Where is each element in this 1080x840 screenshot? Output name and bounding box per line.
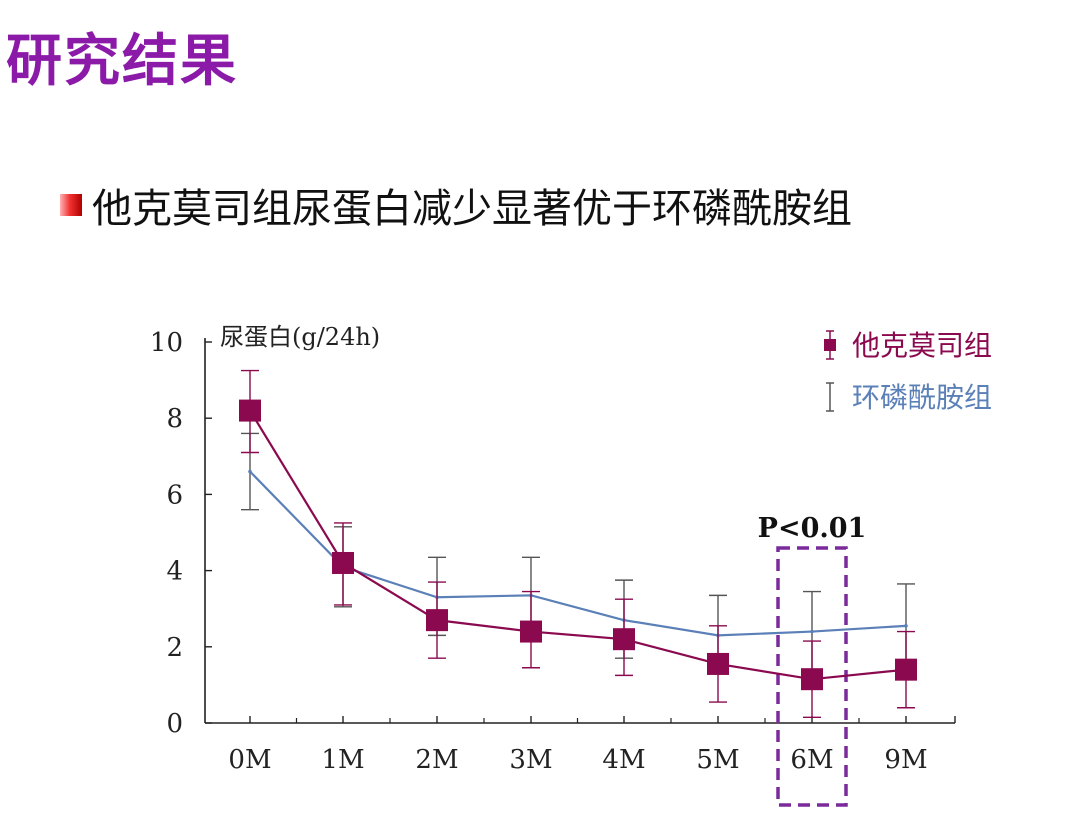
y-tick-label: 2 <box>166 633 183 663</box>
legend-label: 环磷酰胺组 <box>852 381 992 414</box>
x-tick-label: 0M <box>228 745 271 775</box>
data-point <box>248 469 252 474</box>
chart-axes: 0 2 4 6 8 10 0M 1M 2M 3M 4M 5M 6M 9M 尿蛋白(g/24h) <box>150 323 956 775</box>
x-tick-label: 6M <box>790 745 833 775</box>
data-point <box>613 628 635 651</box>
bullet-marker-icon <box>60 194 82 216</box>
data-point <box>520 620 542 643</box>
bullet-point: 他克莫司组尿蛋白减少显著优于环磷酰胺组 <box>60 176 852 234</box>
x-tick-label: 5M <box>696 745 739 775</box>
slide-title: 研究结果 <box>6 29 238 94</box>
y-tick-label: 4 <box>166 557 183 587</box>
y-tick-label: 6 <box>166 480 183 510</box>
x-tick-label: 4M <box>602 745 645 775</box>
data-point <box>904 624 908 628</box>
data-point <box>810 629 814 634</box>
y-tick-label: 10 <box>150 328 183 358</box>
x-tick-label: 2M <box>415 745 458 775</box>
p-value-label: P<0.01 <box>758 513 867 544</box>
x-tick-label: 9M <box>884 745 927 775</box>
legend-label: 他克莫司组 <box>852 329 992 362</box>
data-point <box>239 399 261 422</box>
x-tick-label: 1M <box>321 745 364 775</box>
data-point <box>801 668 823 691</box>
y-axis-label: 尿蛋白(g/24h) <box>220 323 380 351</box>
series-tacrolimus <box>239 369 917 718</box>
legend-square-icon <box>824 339 836 351</box>
bullet-text: 他克莫司组尿蛋白减少显著优于环磷酰胺组 <box>92 186 852 232</box>
y-tick-label: 0 <box>166 709 183 739</box>
data-point <box>895 658 917 681</box>
y-tick-label: 8 <box>166 404 183 434</box>
x-tick-label: 3M <box>509 745 552 775</box>
series-line <box>249 410 907 681</box>
legend-item: 环磷酰胺组 <box>826 381 992 414</box>
data-point <box>426 609 448 632</box>
data-point <box>332 551 354 574</box>
data-point <box>707 652 729 675</box>
legend-item: 他克莫司组 <box>824 329 992 362</box>
chart-series <box>239 369 917 718</box>
